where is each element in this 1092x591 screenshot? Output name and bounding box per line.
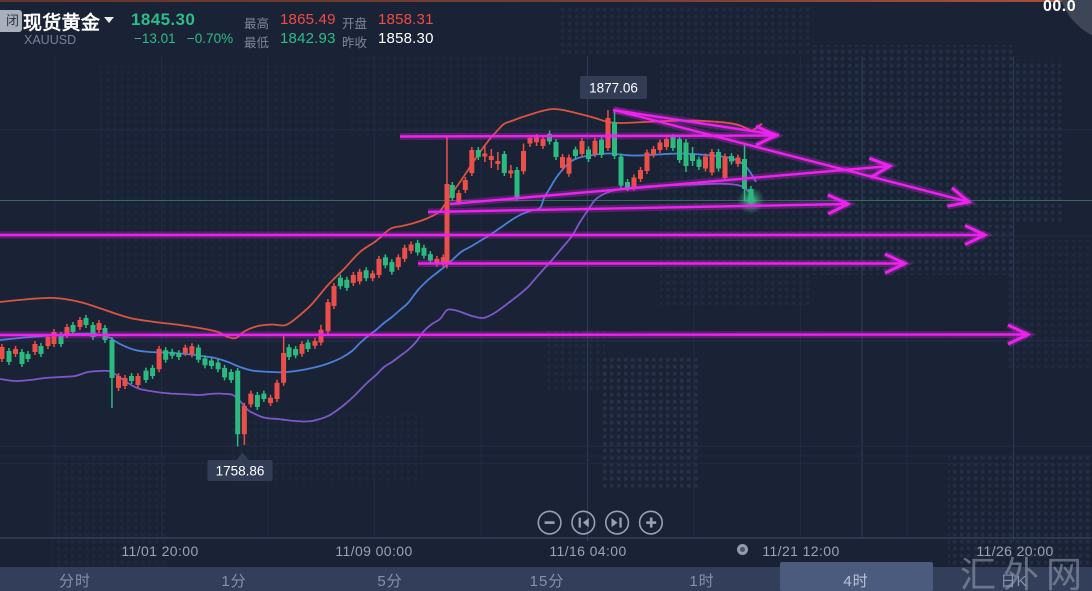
svg-text:1758.86: 1758.86: [216, 464, 265, 479]
svg-text:1877.06: 1877.06: [589, 81, 638, 96]
